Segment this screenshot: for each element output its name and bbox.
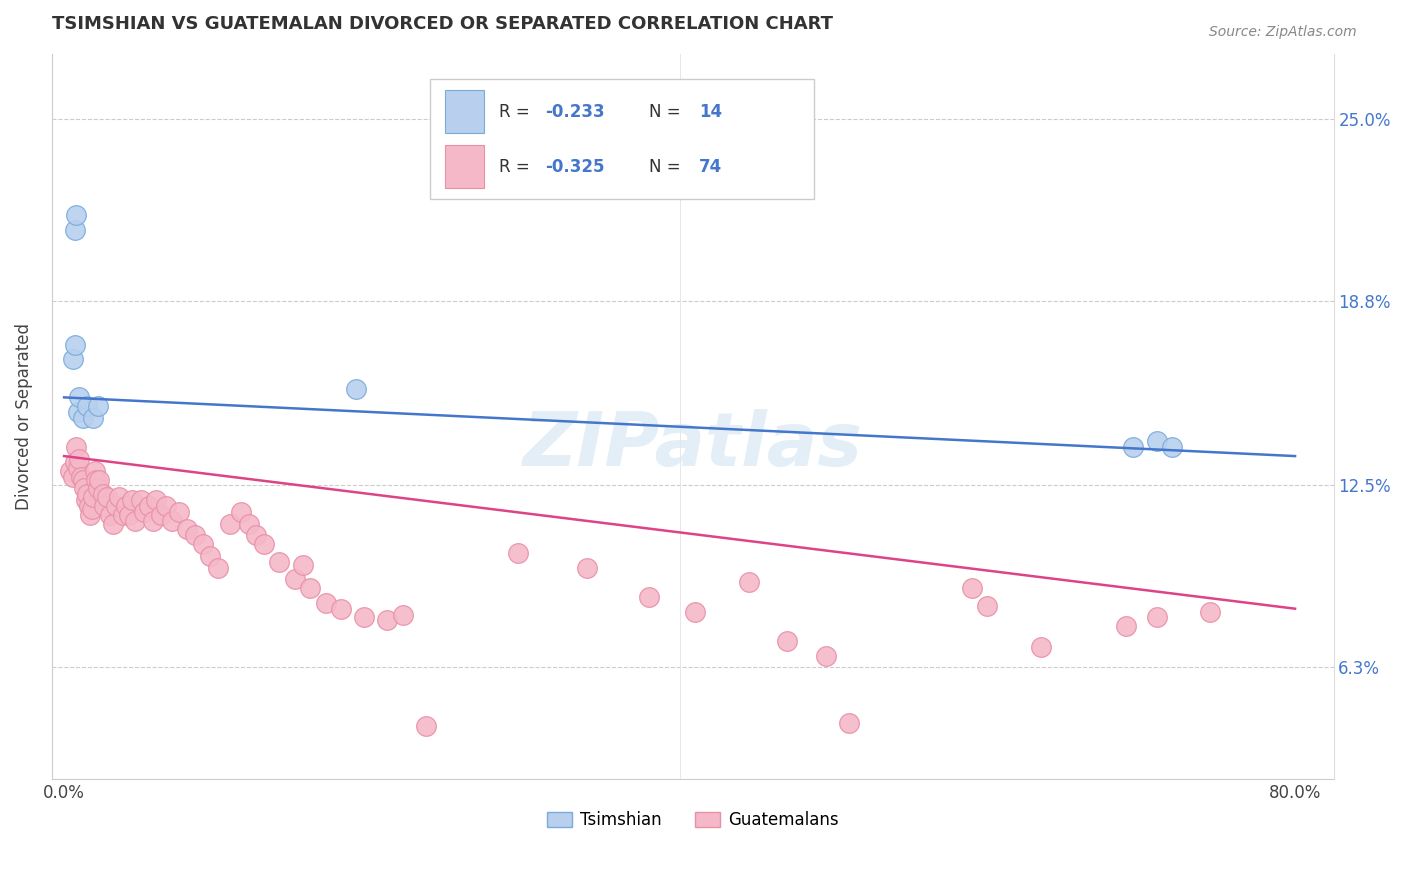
Point	[83, 464, 105, 478]
Point	[62, 352, 84, 367]
Point	[330, 601, 353, 615]
Point	[114, 499, 136, 513]
Point	[87, 481, 110, 495]
Point	[82, 490, 104, 504]
Point	[176, 523, 198, 537]
Point	[353, 610, 375, 624]
Point	[76, 399, 98, 413]
Point	[1161, 440, 1184, 454]
Point	[1146, 434, 1168, 449]
Point	[59, 464, 82, 478]
Point	[103, 516, 125, 531]
Y-axis label: Divorced or Separated: Divorced or Separated	[15, 323, 32, 510]
Point	[129, 493, 152, 508]
Point	[138, 499, 160, 513]
Text: TSIMSHIAN VS GUATEMALAN DIVORCED OR SEPARATED CORRELATION CHART: TSIMSHIAN VS GUATEMALAN DIVORCED OR SEPA…	[52, 15, 832, 33]
Point	[814, 648, 837, 663]
Point	[576, 560, 599, 574]
Text: ZIPatlas: ZIPatlas	[523, 409, 863, 482]
Point	[98, 508, 121, 522]
Point	[72, 473, 94, 487]
Point	[76, 487, 98, 501]
Point	[77, 499, 100, 513]
Point	[75, 493, 97, 508]
Point	[637, 590, 659, 604]
Point	[72, 411, 94, 425]
Point	[284, 572, 307, 586]
Point	[299, 581, 322, 595]
Point	[253, 537, 276, 551]
Point	[391, 607, 413, 622]
Point	[229, 505, 252, 519]
Point	[1199, 605, 1222, 619]
Point	[1122, 440, 1144, 454]
Point	[66, 405, 89, 419]
Point	[291, 558, 314, 572]
Point	[70, 469, 93, 483]
Point	[63, 337, 86, 351]
Point	[738, 575, 761, 590]
Point	[375, 614, 398, 628]
Point	[207, 560, 229, 574]
Point	[69, 452, 91, 467]
Point	[269, 555, 291, 569]
Point	[219, 516, 242, 531]
Point	[69, 390, 91, 404]
Point	[111, 508, 134, 522]
Point	[108, 490, 131, 504]
Point	[200, 549, 222, 563]
Point	[73, 481, 96, 495]
Point	[87, 399, 110, 413]
Point	[96, 490, 118, 504]
Point	[124, 514, 146, 528]
Point	[105, 499, 128, 513]
Point	[145, 493, 167, 508]
Point	[121, 493, 143, 508]
Point	[63, 455, 86, 469]
Point	[415, 719, 437, 733]
Point	[238, 516, 260, 531]
Point	[66, 460, 89, 475]
Point	[155, 499, 177, 513]
Point	[776, 634, 799, 648]
Point	[1115, 619, 1137, 633]
Point	[1146, 610, 1168, 624]
Point	[315, 596, 337, 610]
Point	[63, 223, 86, 237]
Point	[80, 502, 103, 516]
Point	[142, 514, 165, 528]
Point	[191, 537, 214, 551]
Point	[79, 508, 101, 522]
Point	[86, 473, 108, 487]
Point	[1031, 640, 1053, 654]
Point	[344, 382, 367, 396]
Point	[93, 499, 115, 513]
Point	[245, 528, 267, 542]
Point	[960, 581, 983, 595]
Point	[82, 411, 104, 425]
Point	[160, 514, 183, 528]
Point	[89, 473, 111, 487]
Point	[838, 716, 860, 731]
Point	[65, 440, 87, 454]
Point	[184, 528, 207, 542]
Point	[91, 487, 114, 501]
Point	[65, 209, 87, 223]
Point	[150, 508, 173, 522]
Point	[132, 505, 155, 519]
Text: Source: ZipAtlas.com: Source: ZipAtlas.com	[1209, 25, 1357, 39]
Point	[683, 605, 706, 619]
Point	[169, 505, 191, 519]
Point	[118, 508, 141, 522]
Legend: Tsimshian, Guatemalans: Tsimshian, Guatemalans	[540, 805, 845, 836]
Point	[62, 469, 84, 483]
Point	[506, 546, 529, 560]
Point	[976, 599, 998, 613]
